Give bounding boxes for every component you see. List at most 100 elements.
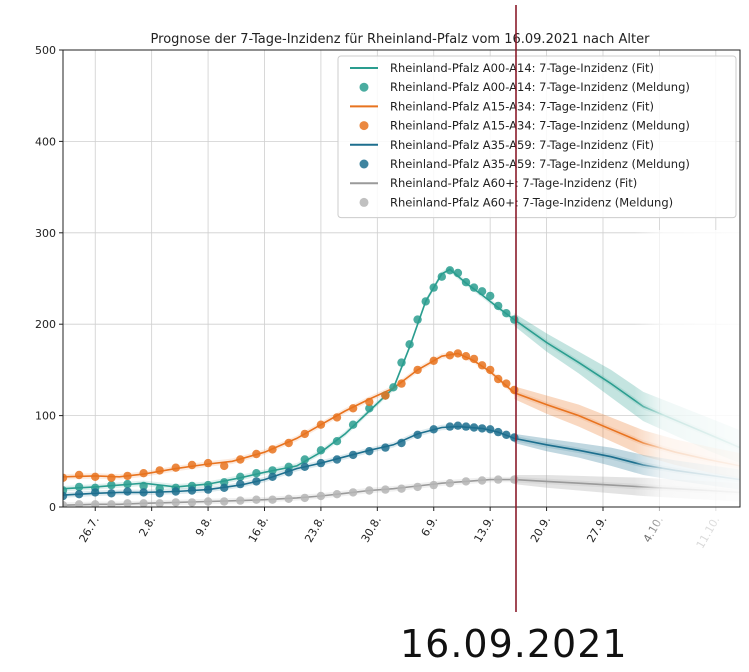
meldung-point-a60+ [429, 480, 438, 490]
meldung-point-a60+ [74, 500, 84, 507]
meldung-point-a15-a34 [203, 458, 213, 468]
legend-dot-swatch [359, 159, 369, 169]
meldung-point-a15-a34 [284, 438, 293, 448]
meldung-point-a00-a14 [453, 268, 463, 278]
meldung-point-a15-a34 [74, 470, 84, 480]
meldung-point-a15-a34 [107, 473, 116, 482]
meldung-point-a35-a59 [494, 427, 503, 437]
meldung-point-a35-a59 [502, 430, 511, 439]
meldung-point-a00-a14 [316, 446, 326, 455]
x-tick-label: 16.8. [246, 514, 271, 545]
meldung-point-a60+ [171, 498, 180, 507]
meldung-point-a35-a59 [74, 490, 84, 499]
meldung-point-a35-a59 [236, 479, 245, 489]
meldung-point-a35-a59 [413, 430, 422, 439]
meldung-point-a00-a14 [123, 479, 132, 489]
meldung-point-a00-a14 [461, 278, 471, 287]
meldung-point-a60+ [220, 497, 229, 506]
meldung-point-a00-a14 [469, 283, 479, 292]
meldung-point-a60+ [381, 485, 390, 494]
meldung-point-a15-a34 [252, 449, 261, 459]
meldung-point-a35-a59 [252, 477, 261, 486]
legend-entry: Rheinland-Pfalz A60+: 7-Tage-Inzidenz (F… [390, 176, 637, 190]
meldung-point-a15-a34 [365, 397, 374, 407]
meldung-point-a60+ [316, 491, 326, 501]
meldung-point-a15-a34 [469, 354, 479, 364]
meldung-point-a35-a59 [486, 425, 495, 434]
meldung-point-a00-a14 [236, 472, 245, 481]
meldung-point-a00-a14 [139, 481, 148, 491]
meldung-point-a15-a34 [63, 473, 68, 482]
meldung-point-a35-a59 [445, 422, 455, 431]
meldung-point-a60+ [365, 486, 374, 495]
legend-dot-swatch [359, 82, 369, 92]
meldung-point-a60+ [413, 482, 422, 492]
meldung-point-a15-a34 [268, 445, 277, 454]
meldung-point-a15-a34 [139, 469, 148, 478]
meldung-point-a60+ [268, 495, 277, 504]
meldung-point-a35-a59 [510, 433, 519, 442]
meldung-point-a00-a14 [445, 266, 455, 275]
forecast-date-label: 16.09.2021 [400, 622, 628, 666]
meldung-point-a60+ [252, 495, 261, 504]
meldung-point-a60+ [461, 477, 471, 486]
meldung-point-a60+ [91, 500, 100, 507]
x-tick-label: 6.9. [419, 514, 441, 539]
meldung-point-a60+ [300, 493, 309, 503]
meldung-point-a15-a34 [381, 391, 390, 400]
meldung-point-a00-a14 [486, 291, 495, 301]
y-tick-label: 100 [35, 410, 56, 423]
future-fade-overlay [634, 230, 749, 590]
legend-box [337, 55, 737, 219]
meldung-point-a60+ [236, 496, 245, 505]
meldung-point-a00-a14 [397, 358, 406, 367]
meldung-point-a15-a34 [486, 365, 495, 375]
meldung-point-a60+ [284, 494, 293, 503]
x-tick-label: 30.8. [359, 514, 384, 545]
meldung-point-a15-a34 [300, 429, 309, 439]
meldung-point-a35-a59 [203, 485, 213, 494]
fit-band-a60+ [63, 476, 740, 507]
meldung-point-a15-a34 [187, 460, 197, 470]
meldung-point-a00-a14 [300, 455, 309, 464]
y-tick-label: 500 [35, 44, 56, 57]
meldung-point-a35-a59 [220, 483, 229, 492]
meldung-point-a60+ [510, 475, 519, 484]
meldung-point-a60+ [494, 475, 503, 484]
y-tick-label: 200 [35, 318, 56, 331]
meldung-point-a15-a34 [171, 463, 180, 472]
legend-dot-swatch [359, 197, 369, 207]
meldung-point-a00-a14 [494, 301, 503, 311]
meldung-point-a35-a59 [155, 489, 164, 498]
meldung-point-a00-a14 [437, 272, 446, 281]
y-tick-label: 300 [35, 227, 56, 240]
meldung-point-a35-a59 [284, 468, 293, 477]
meldung-point-a00-a14 [502, 309, 511, 318]
meldung-point-a00-a14 [421, 297, 430, 306]
x-axis: 26.7. 2.8. 9.8. 16.8. 23.8. 30.8. 6.9. 13.9. 20.… [77, 507, 722, 551]
meldung-point-a60+ [187, 498, 197, 507]
meldung-point-a15-a34 [220, 461, 229, 471]
meldung-point-a35-a59 [300, 462, 309, 471]
meldung-point-a15-a34 [502, 379, 511, 388]
meldung-point-a35-a59 [453, 421, 463, 430]
legend: Rheinland-Pfalz A00-A14: 7-Tage-Inzidenz… [337, 55, 737, 219]
meldung-point-a00-a14 [405, 340, 414, 349]
meldung-point-a35-a59 [429, 425, 438, 434]
meldung-point-a00-a14 [389, 383, 398, 392]
meldung-point-a60+ [332, 490, 342, 499]
meldung-point-a35-a59 [461, 422, 471, 431]
meldung-point-a35-a59 [397, 438, 406, 448]
meldung-point-a00-a14 [74, 482, 84, 492]
meldung-point-a15-a34 [461, 352, 471, 361]
meldung-point-a15-a34 [123, 471, 132, 481]
meldung-point-a60+ [123, 499, 132, 507]
meldung-point-a60+ [348, 488, 358, 497]
legend-entry: Rheinland-Pfalz A60+: 7-Tage-Inzidenz (M… [390, 195, 673, 209]
y-tick-label: 400 [35, 135, 56, 148]
fit-line-a35-a59 [63, 425, 740, 496]
meldung-point-a35-a59 [171, 487, 180, 496]
meldung-point-a15-a34 [397, 379, 406, 388]
meldung-point-a15-a34 [332, 413, 342, 422]
